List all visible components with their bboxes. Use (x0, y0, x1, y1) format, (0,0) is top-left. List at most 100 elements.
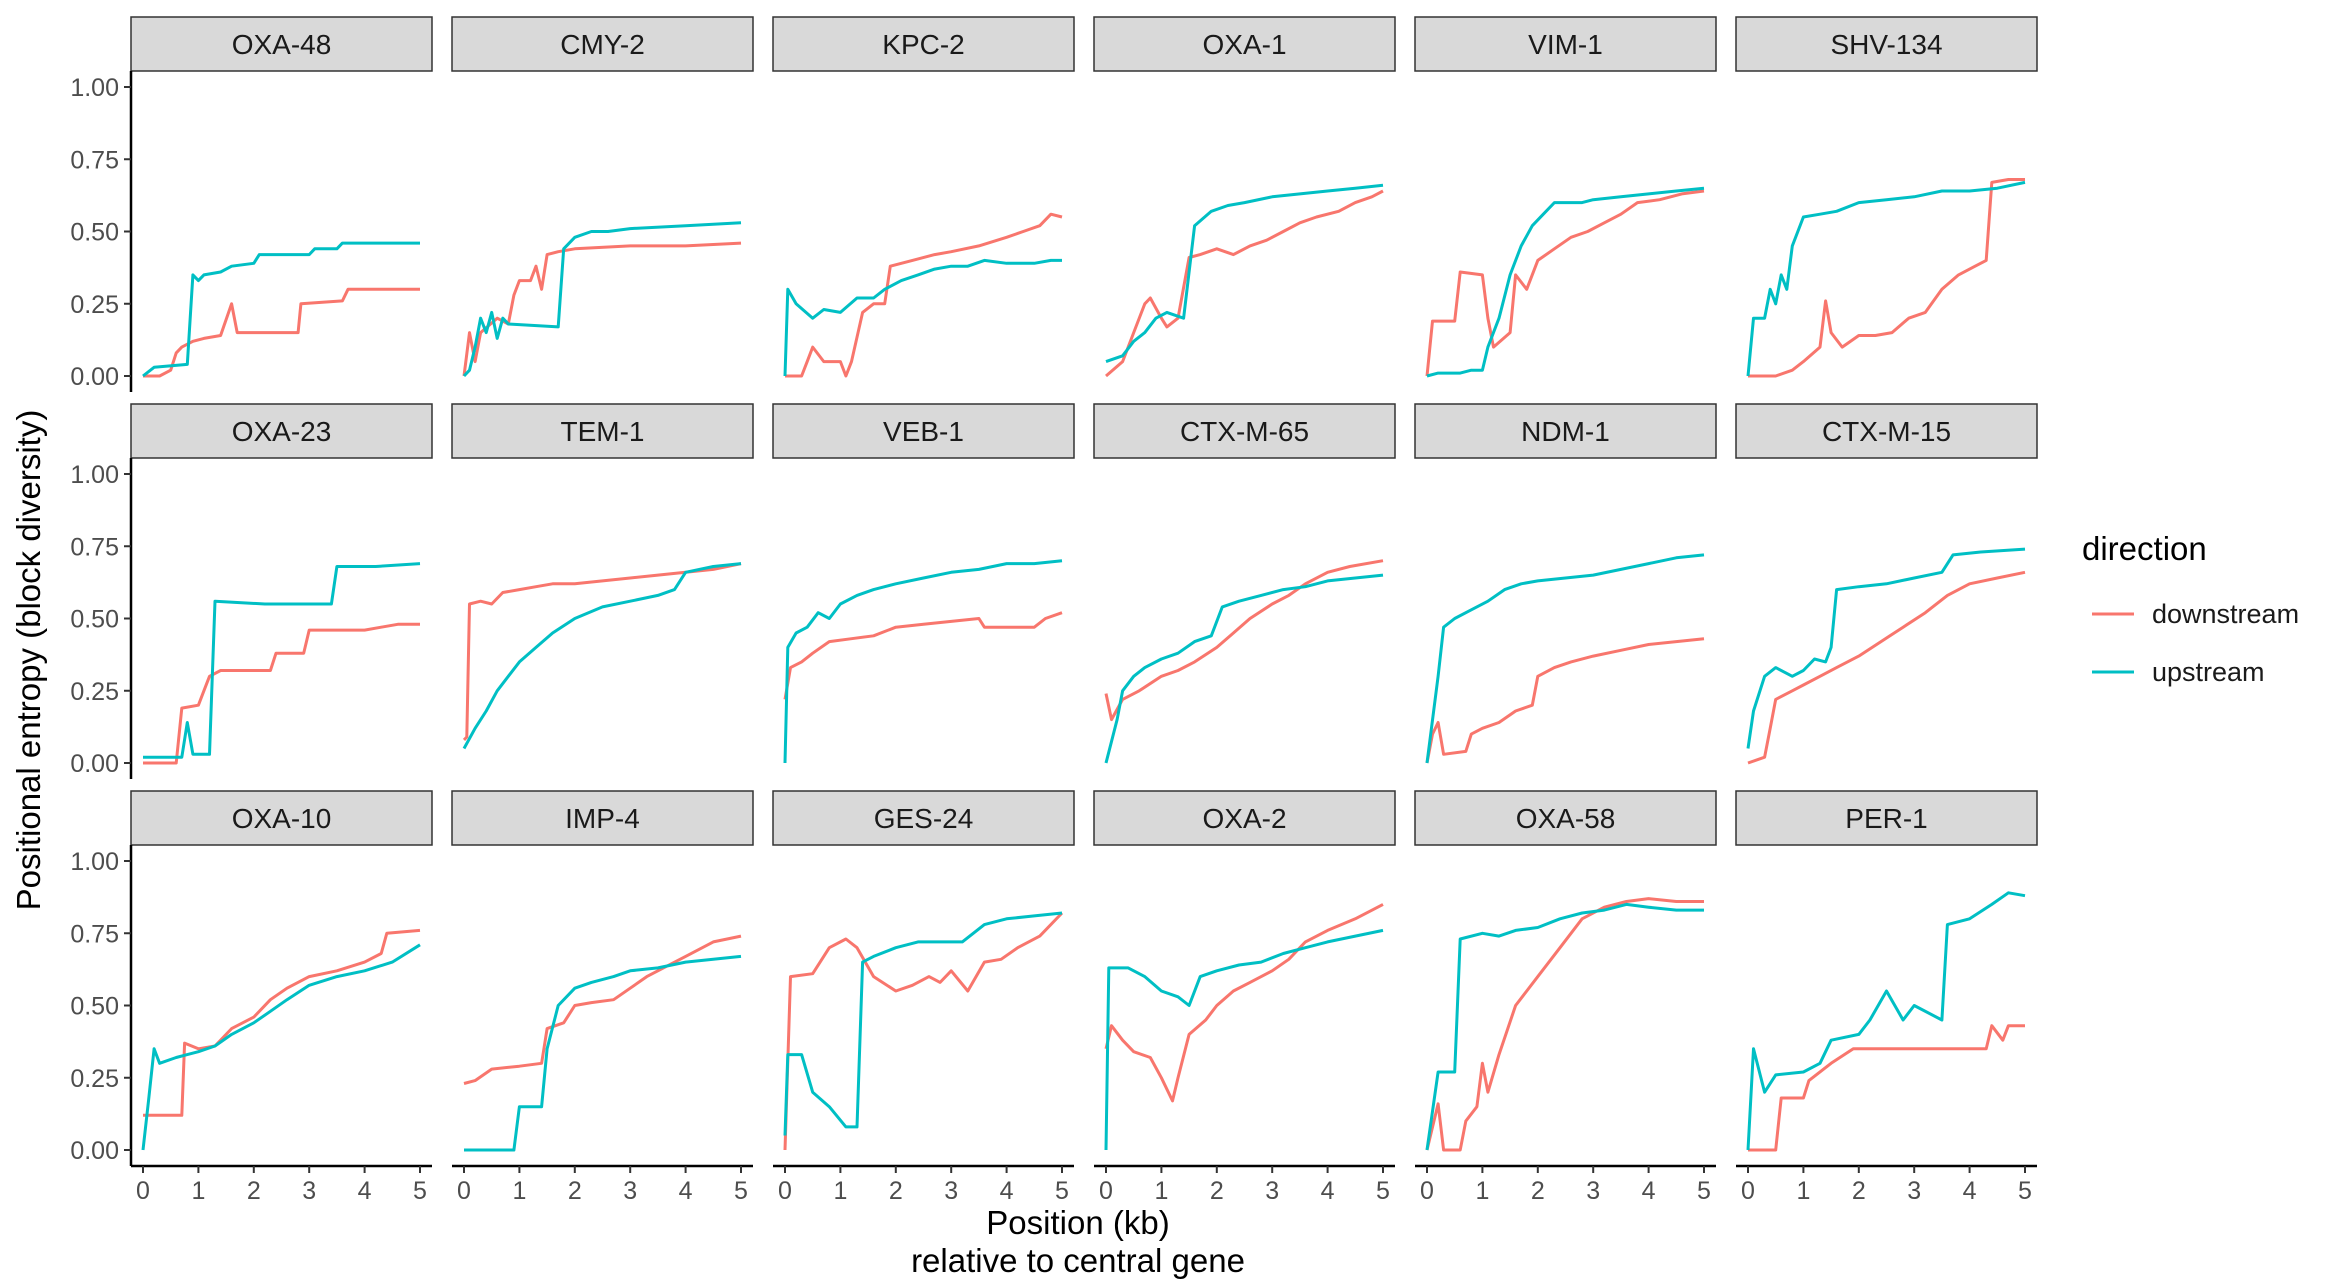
x-tick-label: 2 (1210, 1177, 1224, 1205)
x-tick-label: 4 (679, 1177, 693, 1205)
y-tick-label: 0.75 (70, 146, 119, 174)
series-line-upstream (141, 943, 421, 1151)
series-line-downstream (1425, 637, 1705, 764)
series-line-upstream (464, 954, 742, 1152)
y-tick-label: 0.00 (70, 750, 119, 778)
series-line-upstream (783, 559, 1063, 764)
facet-panel: CTX-M-15 (1735, 403, 2038, 765)
facet-panel: VEB-1 (772, 403, 1075, 764)
series-line-downstream (143, 928, 421, 1117)
x-axis-subtitle: relative to central gene (911, 1242, 1245, 1279)
y-tick-label: 0.50 (70, 993, 119, 1021)
facet-strip (1735, 403, 2038, 459)
y-tick-label: 0.25 (70, 1065, 119, 1093)
facet-strip (1735, 790, 2038, 846)
facet-panel: OXA-48 0.00 0.25 0.50 0.75 1.00 (70, 16, 433, 392)
series-line-downstream (1748, 1024, 2025, 1152)
facet-strip (130, 403, 433, 459)
x-tick-label: 5 (1055, 1177, 1069, 1205)
facet-label: VEB-1 (883, 416, 964, 447)
x-tick-label: 1 (512, 1177, 526, 1205)
x-tick-label: 2 (889, 1177, 903, 1205)
series-line-upstream (462, 221, 742, 378)
series-line-upstream (1104, 573, 1384, 764)
x-tick-label: 3 (1265, 1177, 1279, 1205)
series-line-upstream (462, 562, 742, 750)
facet-strip (130, 16, 433, 72)
facet-panel: PER-1 0 1 2 3 4 5 (1735, 790, 2038, 1205)
x-tick-label: 1 (1796, 1177, 1810, 1205)
facet-strip (1093, 790, 1396, 846)
x-tick-label: 2 (1852, 1177, 1866, 1205)
x-tick-label: 3 (302, 1177, 316, 1205)
facet-strip (772, 403, 1075, 459)
x-tick-label: 3 (944, 1177, 958, 1205)
legend-title: direction (2082, 530, 2207, 567)
series-line-upstream (1104, 928, 1384, 1151)
legend: direction downstream upstream (2082, 530, 2299, 687)
y-tick-label: 0.50 (70, 219, 119, 247)
x-tick-label: 4 (358, 1177, 372, 1205)
series-line-downstream (785, 212, 1063, 378)
x-axis-title: Position (kb) (986, 1204, 1169, 1241)
facet-strip (1093, 403, 1396, 459)
legend-label: upstream (2152, 657, 2265, 687)
x-tick-label: 4 (1321, 1177, 1335, 1205)
facet-panel: VIM-1 (1414, 16, 1717, 378)
x-tick-label: 3 (1907, 1177, 1921, 1205)
facet-label: VIM-1 (1528, 29, 1603, 60)
facet-panel: OXA-58 0 1 2 3 4 5 (1414, 790, 1717, 1205)
x-tick-label: 2 (568, 1177, 582, 1205)
y-tick-label: 0.75 (70, 920, 119, 948)
facet-strip (1414, 403, 1717, 459)
series-line-downstream (462, 241, 742, 377)
x-tick-label: 3 (623, 1177, 637, 1205)
series-line-downstream (143, 622, 420, 765)
x-tick-label: 0 (1741, 1177, 1755, 1205)
series-line-upstream (1426, 186, 1705, 378)
x-tick-label: 5 (1376, 1177, 1390, 1205)
facet-panel: OXA-10 0.00 0.25 0.50 0.75 1.00 0 1 2 3 4 5 (70, 790, 433, 1205)
facet-label: CTX-M-15 (1822, 416, 1951, 447)
facet-strip (130, 790, 433, 846)
facet-panel: OXA-23 0.00 0.25 0.50 0.75 1.00 (70, 403, 433, 779)
facet-strip (772, 16, 1075, 72)
facet-panel: TEM-1 (451, 403, 754, 750)
series-line-upstream (783, 911, 1063, 1136)
y-tick-label: 0.75 (70, 533, 119, 561)
x-tick-label: 3 (1586, 1177, 1600, 1205)
facet-label: OXA-2 (1202, 803, 1286, 834)
facet-panel: OXA-2 0 1 2 3 4 5 (1093, 790, 1396, 1205)
x-tick-label: 1 (1475, 1177, 1489, 1205)
y-tick-label: 0.25 (70, 678, 119, 706)
x-tick-label: 4 (1642, 1177, 1656, 1205)
y-tick-label: 1.00 (70, 848, 119, 876)
x-tick-label: 1 (191, 1177, 205, 1205)
series-line-upstream (1425, 553, 1705, 764)
facet-label: OXA-1 (1202, 29, 1286, 60)
facet-strip (1093, 16, 1396, 72)
series-line-upstream (143, 562, 421, 759)
facet-panel: SHV-134 (1735, 16, 2038, 378)
facet-label: IMP-4 (565, 803, 640, 834)
facet-panel: OXA-1 (1093, 16, 1396, 378)
facet-label: OXA-48 (232, 29, 332, 60)
facet-label: TEM-1 (561, 416, 645, 447)
series-line-upstream (1746, 180, 2026, 377)
series-line-downstream (1425, 189, 1705, 377)
facet-label: GES-24 (874, 803, 974, 834)
y-tick-label: 1.00 (70, 74, 119, 102)
facet-strip (1735, 16, 2038, 72)
x-tick-label: 5 (734, 1177, 748, 1205)
series-line-downstream (783, 911, 1064, 1151)
facet-label: OXA-58 (1516, 803, 1616, 834)
x-tick-label: 0 (1420, 1177, 1434, 1205)
x-tick-label: 0 (457, 1177, 471, 1205)
series-line-upstream (142, 241, 420, 378)
x-tick-label: 5 (413, 1177, 427, 1205)
series-line-upstream (1746, 891, 2026, 1151)
facet-panel: IMP-4 0 1 2 3 4 5 (451, 790, 754, 1205)
x-tick-label: 4 (1963, 1177, 1977, 1205)
y-tick-label: 0.25 (70, 291, 119, 319)
